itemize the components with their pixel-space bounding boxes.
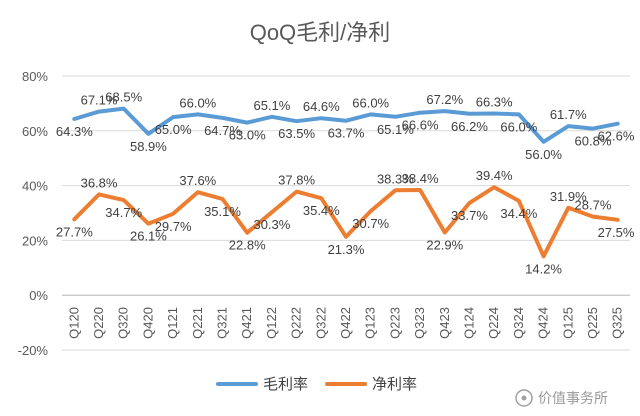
watermark-logo-icon	[515, 389, 533, 407]
data-label: 27.7%	[56, 224, 93, 239]
x-tick-label: Q325	[610, 307, 625, 339]
data-labels: 64.3% 67.1%68.5% 58.9% 65.0% 66.0% 64.7%63.0%…	[56, 90, 635, 277]
y-tick-label: 60%	[22, 124, 48, 139]
data-label: 67.2%	[426, 92, 463, 107]
x-tick-label: Q121	[165, 307, 180, 339]
data-label: 68.5%	[105, 90, 142, 105]
data-label: 21.3%	[328, 242, 365, 257]
x-tick-label: Q123	[363, 307, 378, 339]
data-label: 63.0%	[229, 128, 266, 143]
data-label: 37.6%	[179, 173, 216, 188]
x-axis: Q120 Q220 Q320 Q420 Q121 Q221 Q321 Q421 Q122 Q222…	[62, 294, 630, 339]
data-label: 58.9%	[130, 139, 167, 154]
legend: 毛利率 净利率	[216, 376, 417, 393]
data-label: 62.6%	[598, 129, 635, 144]
data-label: 34.4%	[500, 206, 537, 221]
data-label: 14.2%	[525, 261, 562, 276]
data-label: 65.1%	[377, 122, 414, 137]
data-label: 65.0%	[155, 122, 192, 137]
x-tick-label: Q420	[140, 307, 155, 339]
data-label: 30.7%	[352, 216, 389, 231]
data-label: 66.6%	[402, 118, 439, 133]
chart-title: QoQ毛利/净利	[250, 20, 391, 45]
x-tick-label: Q125	[560, 307, 575, 339]
x-tick-label: Q324	[511, 307, 526, 339]
x-tick-label: Q421	[239, 307, 254, 339]
legend-label: 毛利率	[263, 376, 308, 393]
data-label: 35.1%	[204, 204, 241, 219]
data-label: 60.8%	[575, 134, 612, 149]
y-tick-label: -20%	[18, 343, 49, 358]
y-tick-label: 40%	[22, 179, 48, 194]
data-label: 64.6%	[303, 99, 340, 114]
watermark-text: 价值事务所	[538, 390, 608, 406]
x-tick-label: Q223	[387, 307, 402, 339]
y-axis: -20% 0% 20% 40% 60% 80%	[18, 69, 49, 358]
data-label: 66.2%	[451, 119, 488, 134]
data-label: 63.7%	[328, 126, 365, 141]
x-tick-label: Q323	[412, 307, 427, 339]
data-label: 65.1%	[253, 98, 290, 113]
y-tick-label: 0%	[29, 288, 48, 303]
x-tick-label: Q221	[190, 307, 205, 339]
x-tick-label: Q322	[313, 307, 328, 339]
data-label: 38.4%	[402, 171, 439, 186]
x-tick-label: Q222	[289, 307, 304, 339]
data-label: 64.7%	[204, 123, 241, 138]
data-label: 30.3%	[253, 217, 290, 232]
data-label: 26.1%	[130, 229, 167, 244]
data-label: 37.8%	[278, 173, 315, 188]
x-tick-label: Q122	[264, 307, 279, 339]
data-label: 28.7%	[575, 198, 612, 213]
data-label: 34.7%	[105, 205, 142, 220]
data-label: 29.7%	[155, 219, 192, 234]
data-label: 36.8%	[81, 175, 118, 190]
data-label: 67.1%	[81, 93, 118, 108]
y-tick-label: 80%	[22, 69, 48, 84]
x-tick-label: Q424	[536, 307, 551, 339]
data-label: 66.3%	[476, 95, 513, 110]
x-tick-label: Q224	[486, 307, 501, 339]
series-line-net-margin	[72, 185, 620, 259]
y-tick-label: 20%	[22, 233, 48, 248]
data-label: 64.3%	[56, 124, 93, 139]
data-label: 22.8%	[229, 238, 266, 253]
legend-label: 净利率	[372, 376, 417, 393]
data-label: 31.9%	[550, 189, 587, 204]
data-label: 33.7%	[451, 208, 488, 223]
watermark: 价值事务所	[515, 389, 608, 407]
x-tick-label: Q320	[116, 307, 131, 339]
watermark-logo-dot	[521, 395, 527, 401]
x-tick-label: Q120	[66, 307, 81, 339]
data-label: 66.0%	[500, 119, 537, 134]
data-label: 27.5%	[598, 225, 635, 240]
data-label: 22.9%	[426, 237, 463, 252]
x-tick-label: Q422	[338, 307, 353, 339]
data-label: 66.0%	[352, 95, 389, 110]
data-label: 66.0%	[179, 95, 216, 110]
data-label: 38.3%	[377, 171, 414, 186]
x-tick-label: Q220	[91, 307, 106, 339]
x-tick-label: Q423	[437, 307, 452, 339]
series-line-gross-margin	[72, 106, 620, 144]
series-layer	[72, 106, 620, 259]
data-label: 39.4%	[476, 168, 513, 183]
data-label: 56.0%	[525, 147, 562, 162]
data-label: 35.4%	[303, 203, 340, 218]
x-tick-label: Q225	[585, 307, 600, 339]
x-tick-label: Q321	[215, 307, 230, 339]
data-label: 61.7%	[550, 107, 587, 122]
x-tick-label: Q124	[461, 307, 476, 339]
data-label: 63.5%	[278, 126, 315, 141]
